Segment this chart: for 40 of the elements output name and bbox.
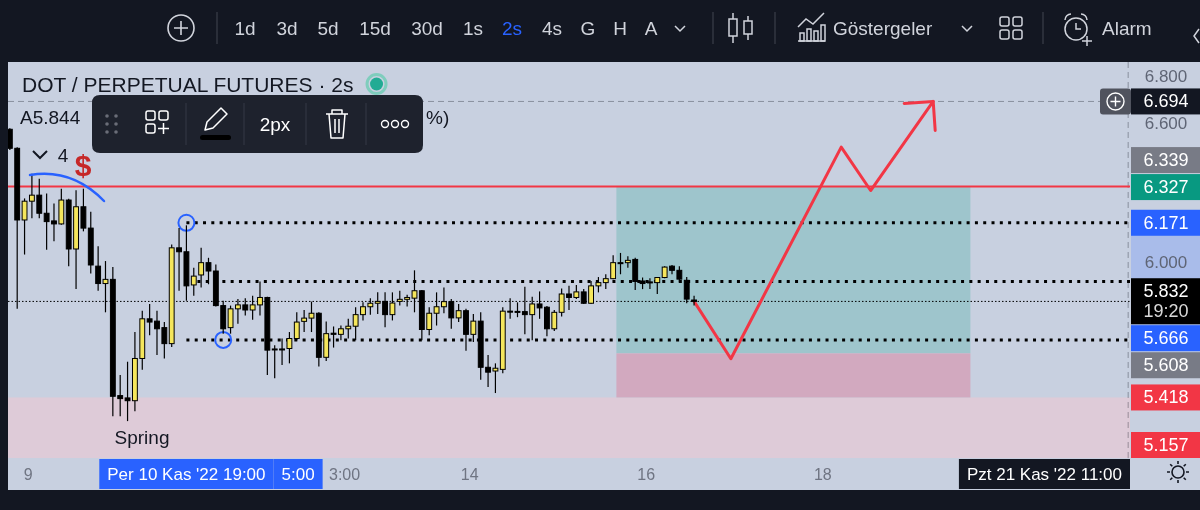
text: 5.608 (1143, 355, 1189, 376)
ref-line-label: Pzt 21 Kas '22 11:00 (966, 464, 1122, 484)
text: G (580, 17, 596, 39)
ref-line-label: 6.694 (1143, 91, 1189, 112)
text: 5d (317, 17, 339, 39)
text: 1d (234, 17, 256, 39)
text: 5.666 (1143, 328, 1189, 349)
text: A (644, 17, 658, 39)
x-tick-label: 3:00 (329, 465, 361, 483)
text: A5.844 (20, 106, 81, 128)
y-tick-label: 6.800 (1144, 67, 1188, 87)
text: 6.327 (1143, 177, 1189, 198)
text: H (613, 17, 627, 39)
text: Per 10 Kas '22 19:00 (107, 464, 266, 484)
text: 5:00 (281, 464, 315, 484)
annotation: 2px (259, 113, 291, 135)
text: DOT / PERPETUAL FUTURES · 2s (22, 72, 354, 96)
x-tick-label: 9 (23, 465, 33, 483)
text: 30d (411, 17, 443, 39)
text: 3d (276, 17, 298, 39)
text: 2s (501, 17, 523, 39)
text: Göstergeler (833, 17, 933, 39)
text: 1s (462, 17, 484, 39)
text: Alarm (1102, 17, 1152, 39)
text: 4s (541, 17, 563, 39)
x-tick-label: 16 (637, 465, 656, 483)
text: 5.157 (1143, 435, 1189, 455)
x-tick-label: 18 (813, 465, 832, 483)
annotation: %) (426, 106, 450, 128)
annotation: $ (74, 148, 92, 182)
ref-line-label: 5.832 19:20 (1143, 281, 1189, 322)
y-tick-label: 6.000 (1144, 252, 1188, 272)
text: 5.418 (1143, 387, 1189, 408)
annotation: Spring (114, 426, 170, 448)
annotation: 4 (57, 144, 69, 166)
text: 6.171 (1143, 212, 1189, 233)
y-tick-label: 6.600 (1144, 113, 1188, 133)
text: 6.339 (1143, 150, 1189, 171)
x-tick-label: 14 (460, 465, 479, 483)
text: 15d (359, 17, 391, 39)
